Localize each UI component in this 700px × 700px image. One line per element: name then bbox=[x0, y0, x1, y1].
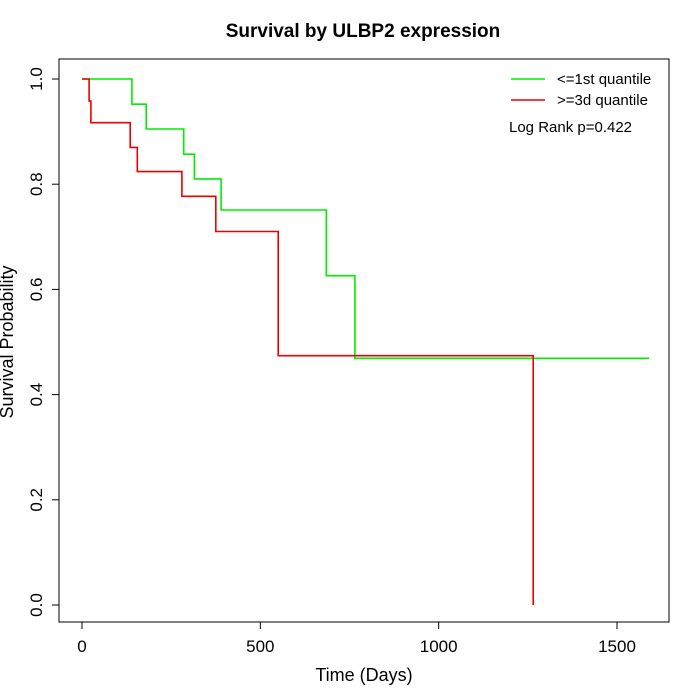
series-line-1 bbox=[82, 78, 650, 360]
x-axis-label: Time (Days) bbox=[315, 665, 412, 685]
y-tick-label: 0.0 bbox=[27, 593, 46, 617]
series-line-2 bbox=[82, 78, 534, 605]
log-rank-annotation: Log Rank p=0.422 bbox=[509, 119, 632, 136]
series-group bbox=[82, 78, 650, 605]
legend-label-2: >=3d quantile bbox=[557, 92, 648, 109]
y-tick-label: 0.4 bbox=[27, 383, 46, 407]
legend: <=1st quantile >=3d quantile bbox=[511, 71, 651, 109]
y-tick-label: 0.8 bbox=[27, 172, 46, 196]
x-tick-label: 500 bbox=[246, 637, 274, 656]
x-tick-label: 1500 bbox=[598, 637, 636, 656]
y-axis: 0.0 0.2 0.4 0.6 0.8 1.0 bbox=[27, 67, 60, 617]
x-tick-label: 1000 bbox=[420, 637, 458, 656]
y-tick-label: 1.0 bbox=[27, 67, 46, 91]
x-tick-label: 0 bbox=[77, 637, 86, 656]
y-tick-label: 0.2 bbox=[27, 488, 46, 512]
chart-title: Survival by ULBP2 expression bbox=[226, 21, 501, 42]
y-axis-label: Survival Probability bbox=[0, 265, 17, 418]
legend-label-1: <=1st quantile bbox=[557, 71, 651, 88]
plot-frame bbox=[58, 58, 670, 623]
x-axis: 0 500 1000 1500 bbox=[77, 621, 636, 656]
y-tick-label: 0.6 bbox=[27, 278, 46, 302]
